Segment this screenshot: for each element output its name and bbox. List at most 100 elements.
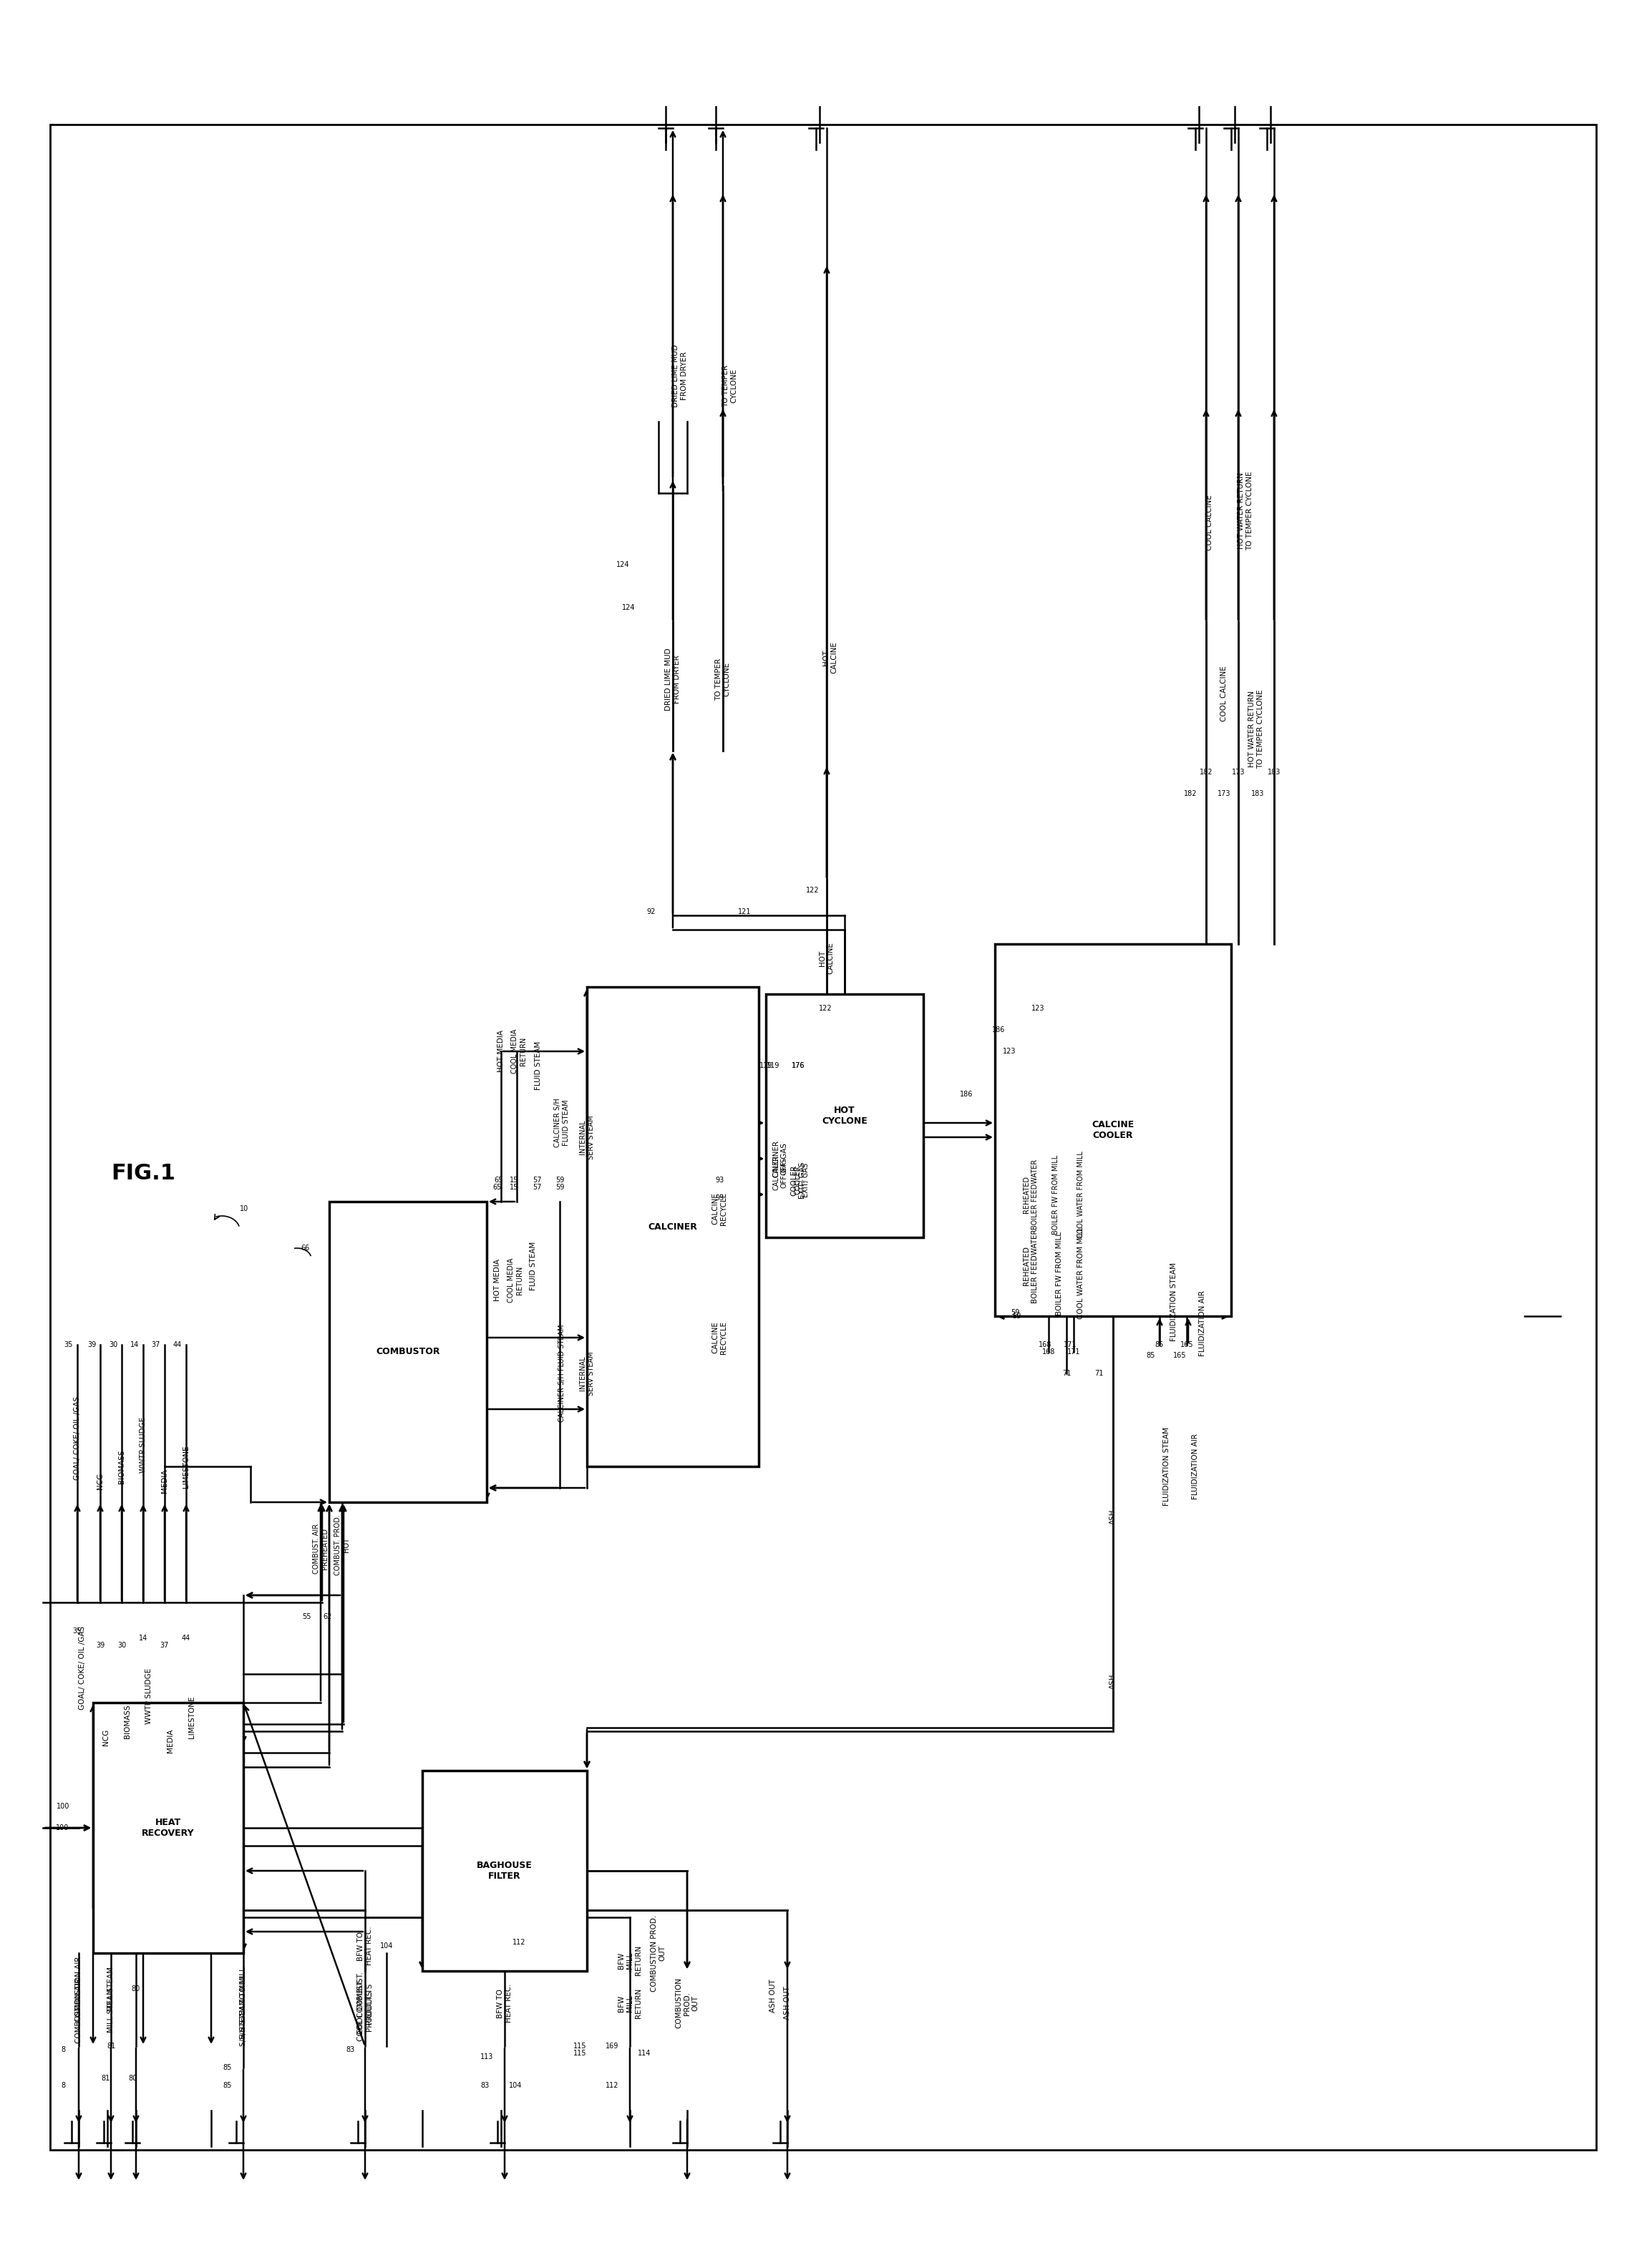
Text: 85: 85 <box>224 2064 232 2071</box>
Text: INTERNAL
SERV STEAM: INTERNAL SERV STEAM <box>580 1352 595 1395</box>
Text: 169: 169 <box>606 2043 619 2050</box>
Text: CALCINER: CALCINER <box>649 1222 697 1232</box>
Text: DRIED LIME MUD
FROM DRYER: DRIED LIME MUD FROM DRYER <box>665 649 680 710</box>
Text: FIG.1: FIG.1 <box>110 1163 175 1184</box>
Bar <box>766 993 924 1238</box>
Text: CALCINE
RECYCLE: CALCINE RECYCLE <box>712 1193 726 1225</box>
Text: 85: 85 <box>1146 1352 1156 1359</box>
Text: FLUIDIZATION STEAM: FLUIDIZATION STEAM <box>1171 1263 1178 1340</box>
Bar <box>329 1202 488 1501</box>
Text: 57: 57 <box>532 1177 542 1184</box>
Text: HOT
CALCINE: HOT CALCINE <box>822 642 838 674</box>
Text: 93: 93 <box>715 1195 723 1202</box>
Text: 186: 186 <box>991 1027 1005 1034</box>
Text: 71: 71 <box>1062 1370 1071 1377</box>
Text: HOT WATER RETURN
TO TEMPER CYCLONE: HOT WATER RETURN TO TEMPER CYCLONE <box>1248 689 1263 769</box>
Text: 44: 44 <box>173 1340 181 1349</box>
Text: 81: 81 <box>107 2043 115 2050</box>
Text: 182: 182 <box>1184 789 1197 798</box>
Text: COMBUSTOR: COMBUSTOR <box>376 1347 440 1356</box>
Text: BFW
MILL
RETURN: BFW MILL RETURN <box>618 1946 642 1975</box>
Text: 80: 80 <box>128 2075 137 2082</box>
Text: CALCINER
OFF-GAS: CALCINER OFF-GAS <box>772 1141 787 1177</box>
Text: 59: 59 <box>1011 1309 1019 1315</box>
Text: 124: 124 <box>623 603 636 610</box>
Text: 8: 8 <box>61 2082 66 2089</box>
Text: 59: 59 <box>555 1177 565 1184</box>
Text: 14: 14 <box>130 1340 138 1349</box>
Text: 121: 121 <box>738 907 751 916</box>
Text: 176: 176 <box>792 1061 805 1068</box>
Text: 39: 39 <box>87 1340 96 1349</box>
Text: 44: 44 <box>181 1635 191 1642</box>
Text: 37: 37 <box>160 1642 170 1649</box>
Text: COOL MEDIA
RETURN: COOL MEDIA RETURN <box>511 1030 527 1073</box>
Text: 57: 57 <box>532 1184 542 1191</box>
Text: 85: 85 <box>224 2082 232 2089</box>
Text: DRIED LIME MUD
FROM DRYER: DRIED LIME MUD FROM DRYER <box>672 345 688 408</box>
Text: 168: 168 <box>1039 1340 1051 1349</box>
Text: 65: 65 <box>494 1177 504 1184</box>
Bar <box>92 1703 244 1953</box>
Text: FLUIDIZATION AIR: FLUIDIZATION AIR <box>1199 1290 1206 1356</box>
Text: COOL COMBUST.
PRODUCTS: COOL COMBUST. PRODUCTS <box>357 1980 372 2041</box>
Text: 115: 115 <box>573 2050 586 2057</box>
Text: 80: 80 <box>132 1984 140 1994</box>
Text: BOILER FW FROM MILL: BOILER FW FROM MILL <box>1056 1232 1062 1315</box>
Text: TO TEMPER
CYCLONE: TO TEMPER CYCLONE <box>723 365 738 408</box>
Text: 122: 122 <box>805 887 819 894</box>
Text: 173: 173 <box>1217 789 1230 798</box>
Text: FLUIDIZATION AIR: FLUIDIZATION AIR <box>1192 1433 1199 1499</box>
Text: 15: 15 <box>509 1177 519 1184</box>
Text: MILL STEAM: MILL STEAM <box>107 1966 115 2012</box>
Text: 186: 186 <box>960 1091 973 1098</box>
Text: 171: 171 <box>1064 1340 1077 1349</box>
Text: 165: 165 <box>1181 1340 1194 1349</box>
Text: COOL CALCINE: COOL CALCINE <box>1206 494 1214 551</box>
Text: COMBUST. PROD.
HOT: COMBUST. PROD. HOT <box>334 1515 349 1576</box>
Text: LIMESTONE: LIMESTONE <box>183 1445 189 1488</box>
Text: BFW TO
HEAT REC.: BFW TO HEAT REC. <box>497 1984 512 2023</box>
Bar <box>586 987 759 1467</box>
Text: 112: 112 <box>512 1939 525 1946</box>
Text: 92: 92 <box>647 907 656 916</box>
Bar <box>995 943 1232 1315</box>
Text: 119: 119 <box>766 1061 779 1068</box>
Text: S/H STEAM TO MILL: S/H STEAM TO MILL <box>240 1973 247 2046</box>
Text: CALCINER S/H
FLUID STEAM: CALCINER S/H FLUID STEAM <box>553 1098 570 1148</box>
Text: FLUID STEAM: FLUID STEAM <box>535 1041 542 1091</box>
Text: 123: 123 <box>1003 1048 1016 1055</box>
Text: 37: 37 <box>152 1340 160 1349</box>
Text: 30: 30 <box>117 1642 127 1649</box>
Text: COOLER
EXIT/ GAS: COOLER EXIT/ GAS <box>794 1163 809 1198</box>
Text: MILL STEAM: MILL STEAM <box>107 1989 115 2032</box>
Text: 104: 104 <box>380 1941 394 1950</box>
Text: COOL CALCINE: COOL CALCINE <box>1220 667 1227 721</box>
Text: 93: 93 <box>715 1177 723 1184</box>
Text: FLUIDIZATION STEAM: FLUIDIZATION STEAM <box>1163 1427 1171 1506</box>
Text: 62: 62 <box>323 1613 333 1619</box>
Text: HOT
CYCLONE: HOT CYCLONE <box>822 1107 868 1125</box>
Text: ASH OUT: ASH OUT <box>784 1987 791 2021</box>
Text: 104: 104 <box>509 2082 522 2089</box>
Text: 15: 15 <box>509 1184 519 1191</box>
Text: 176: 176 <box>792 1061 805 1068</box>
Text: 55: 55 <box>301 1613 311 1619</box>
Text: HOT MEDIA: HOT MEDIA <box>494 1259 501 1302</box>
Text: COOL COMBUST.
PRODUCTS: COOL COMBUST. PRODUCTS <box>357 1973 372 2034</box>
Text: 66: 66 <box>301 1245 310 1252</box>
Bar <box>49 125 1596 2150</box>
Text: 35: 35 <box>64 1340 72 1349</box>
Text: 100: 100 <box>56 1823 69 1833</box>
Text: 83: 83 <box>346 2046 356 2053</box>
Text: BIOMASS: BIOMASS <box>124 1703 132 1737</box>
Text: 81: 81 <box>102 2075 110 2082</box>
Text: 122: 122 <box>819 1005 832 1012</box>
Text: INTERNAL
SERV STEAM: INTERNAL SERV STEAM <box>580 1116 595 1159</box>
Text: 85: 85 <box>1155 1340 1164 1349</box>
Text: BAGHOUSE
FILTER: BAGHOUSE FILTER <box>476 1860 532 1880</box>
Text: MEDIA: MEDIA <box>161 1470 168 1492</box>
Text: 59: 59 <box>555 1184 565 1191</box>
Text: COMBUST. AIR
PREHEATED: COMBUST. AIR PREHEATED <box>313 1524 328 1574</box>
Text: 114: 114 <box>637 2050 651 2057</box>
